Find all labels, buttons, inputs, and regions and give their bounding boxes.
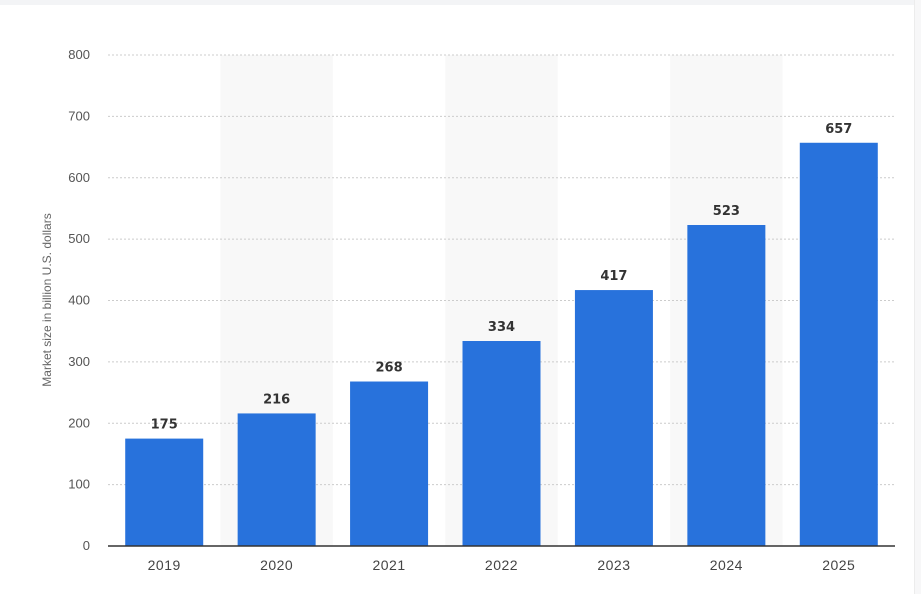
bar-2023[interactable] xyxy=(574,290,653,546)
x-tick-label-2020: 2020 xyxy=(260,557,293,573)
x-tick-label-2019: 2019 xyxy=(148,557,181,573)
data-label-2021: 268 xyxy=(376,361,403,376)
bar-2020[interactable] xyxy=(237,413,316,546)
y-axis-ticks: 0 100 200 300 400 500 600 700 800 xyxy=(68,47,90,553)
y-tick-label-400: 400 xyxy=(68,293,90,308)
y-tick-label-500: 500 xyxy=(68,231,90,246)
bar-2022[interactable] xyxy=(462,341,541,546)
bar-2024[interactable] xyxy=(687,225,766,547)
y-tick-label-300: 300 xyxy=(68,354,90,369)
bar-2019[interactable] xyxy=(125,438,204,546)
data-label-2019: 175 xyxy=(151,418,178,433)
bar-2021[interactable] xyxy=(350,381,429,546)
y-tick-label-100: 100 xyxy=(68,477,90,492)
right-edge-panel xyxy=(914,0,921,594)
x-tick-label-2022: 2022 xyxy=(485,557,518,573)
y-tick-label-600: 600 xyxy=(68,170,90,185)
y-tick-label-800: 800 xyxy=(68,47,90,62)
y-tick-label-700: 700 xyxy=(68,108,90,123)
bars xyxy=(125,142,878,547)
data-labels: 175 216 268 334 417 523 657 xyxy=(151,122,853,433)
x-tick-label-2023: 2023 xyxy=(597,557,630,573)
top-strip xyxy=(0,0,921,5)
data-label-2020: 216 xyxy=(263,392,290,407)
data-label-2024: 523 xyxy=(713,204,740,219)
data-label-2022: 334 xyxy=(488,320,515,335)
y-axis-title: Market size in billion U.S. dollars xyxy=(40,213,54,386)
x-tick-label-2024: 2024 xyxy=(710,557,743,573)
bar-2025[interactable] xyxy=(799,142,878,547)
y-tick-label-0: 0 xyxy=(83,538,90,553)
data-label-2023: 417 xyxy=(600,269,627,284)
x-tick-label-2021: 2021 xyxy=(372,557,405,573)
x-tick-label-2025: 2025 xyxy=(822,557,855,573)
x-axis-ticks: 2019 2020 2021 2022 2023 2024 2025 xyxy=(148,557,855,573)
y-tick-label-200: 200 xyxy=(68,415,90,430)
data-label-2025: 657 xyxy=(825,122,852,137)
